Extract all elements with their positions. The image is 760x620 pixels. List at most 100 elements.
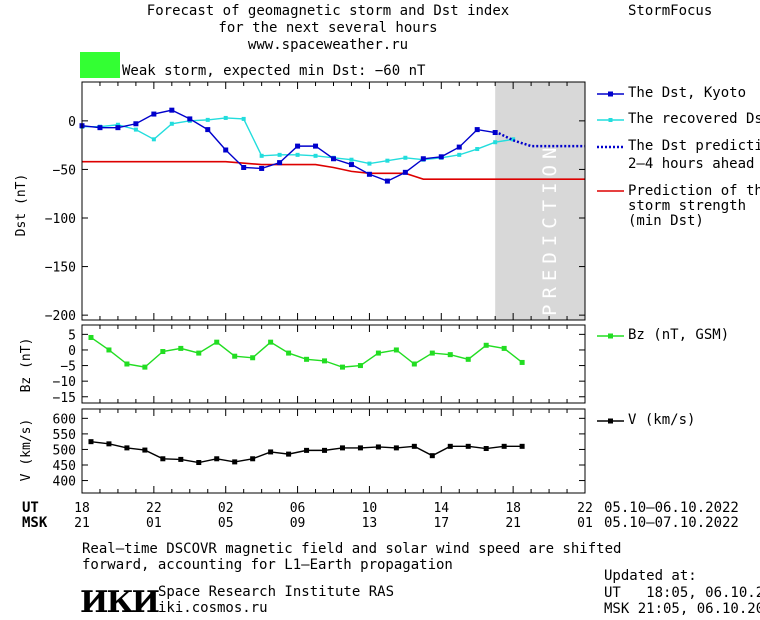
bz-line-point	[304, 356, 310, 362]
bz-line-point	[232, 353, 238, 359]
bz-line-point	[357, 363, 363, 369]
dst-kyoto-line-point	[313, 143, 319, 149]
v-line-point	[286, 451, 292, 457]
y-tick-label: −200	[45, 309, 76, 324]
legend-prediction-line1: The Dst prediction	[628, 138, 760, 154]
source-url[interactable]: www.spaceweather.ru	[247, 37, 409, 53]
v-line-point	[375, 444, 381, 450]
bz-line-point	[178, 345, 184, 351]
v-line-point	[232, 459, 238, 465]
storm-strength-line	[82, 160, 585, 180]
v-line-point	[106, 441, 112, 447]
dst-kyoto-line-point	[223, 147, 229, 153]
dst-kyoto-line-point	[205, 127, 211, 133]
recovered-dst-line-point	[223, 115, 228, 120]
bz-line	[90, 336, 523, 368]
dst-kyoto-line-point	[169, 107, 175, 113]
dst-panel-frame	[81, 81, 586, 321]
legend-v-swatch-marker	[608, 418, 613, 424]
legend-bz-swatch-marker	[608, 333, 613, 339]
recovered-dst-line-point	[511, 137, 516, 142]
v-line-point	[322, 447, 328, 453]
y-tick-label: −15	[53, 391, 76, 406]
y-tick-label: 550	[53, 428, 76, 443]
legend-strength-line2: storm strength	[628, 198, 747, 214]
y-tick-label: 400	[53, 475, 76, 490]
recovered-dst-line-point	[115, 122, 120, 127]
msk-tick-label: 09	[290, 516, 306, 531]
msk-tick-label: 13	[362, 516, 378, 531]
recovered-dst-line-point	[133, 127, 138, 132]
recovered-dst-line-point	[385, 158, 390, 163]
bz-line-point	[447, 352, 453, 358]
y-tick-label: 500	[53, 443, 76, 458]
bz-line-point	[339, 364, 345, 370]
bz-line-point	[393, 347, 399, 353]
recovered-dst-line-point	[241, 116, 246, 121]
recovered-dst-line-point	[493, 140, 498, 145]
bz-line-point	[124, 361, 130, 367]
ut-tick-label: 02	[218, 501, 234, 516]
v-line-point	[339, 445, 345, 451]
updated-ut: UT 18:05, 06.10.2022	[604, 585, 760, 601]
bz-line-point	[465, 356, 471, 362]
dst-kyoto-line-point	[331, 156, 336, 162]
dst-kyoto-line-point	[97, 125, 103, 131]
ut-tick-label: 22	[577, 501, 593, 516]
ut-tick-label: 18	[505, 501, 521, 516]
msk-tick-label: 01	[146, 516, 162, 531]
legend-recovered-swatch-marker	[608, 118, 613, 122]
bz-line-point	[322, 358, 328, 364]
legend-dst-swatch-marker	[608, 91, 613, 97]
bz-line-point	[519, 359, 525, 365]
v-line-point	[124, 445, 130, 451]
recovered-dst-line-point	[259, 153, 264, 158]
bz-line-point	[250, 355, 256, 361]
y-tick-label: 450	[53, 459, 76, 474]
recovered-dst-line-point	[313, 153, 318, 158]
prediction-band	[495, 82, 585, 320]
legend-prediction-line2: 2–4 hours ahead	[628, 156, 755, 172]
msk-tick-label: 21	[505, 516, 521, 531]
bz-line-point	[268, 339, 274, 345]
v-line-point	[411, 443, 417, 449]
ut-row-label: UT	[22, 500, 39, 516]
recovered-dst-line-point	[205, 117, 210, 122]
msk-row-label: MSK	[22, 515, 48, 531]
y-tick-label: −10	[53, 375, 76, 390]
dst-kyoto-line-point	[295, 143, 301, 149]
bz-line-point	[214, 339, 220, 345]
dst-kyoto-line-point	[366, 171, 372, 177]
v-line-point	[519, 443, 525, 449]
ut-tick-label: 22	[146, 501, 162, 516]
dst-kyoto-line-point	[474, 127, 480, 133]
v-line-point	[268, 449, 274, 455]
y-tick-label: 0	[68, 115, 76, 130]
bz-line-point	[411, 361, 417, 367]
v-line-point	[357, 445, 363, 451]
bz-line-point	[483, 342, 489, 348]
institute-website[interactable]: iki.cosmos.ru	[158, 600, 268, 616]
dst-kyoto-line-point	[151, 111, 157, 117]
y-tick-label: −5	[60, 360, 76, 375]
recovered-dst-line-point	[403, 155, 408, 160]
dst-prediction-line	[494, 130, 585, 148]
updated-label: Updated at:	[604, 568, 697, 584]
bz-line-point	[160, 349, 166, 355]
bz-line-point	[429, 350, 435, 356]
ut-tick-label: 14	[433, 501, 449, 516]
bz-line-point	[106, 347, 112, 353]
v-line-point	[178, 456, 184, 462]
recovered-dst-line-point	[169, 121, 174, 126]
propagation-note-line1: Real–time DSCOVR magnetic field and sola…	[82, 541, 622, 557]
legend-strength-line1: Prediction of the	[628, 183, 760, 199]
chart-title-line1: Forecast of geomagnetic storm and Dst in…	[146, 3, 510, 19]
v-line-point	[393, 445, 399, 451]
v-panel-frame	[81, 408, 586, 494]
ut-tick-label: 10	[362, 501, 378, 516]
brand-name: StormFocus	[628, 3, 713, 19]
y-tick-label: −100	[45, 212, 76, 227]
iki-logo: ИКИ	[80, 585, 160, 620]
v-line-point	[160, 456, 166, 462]
